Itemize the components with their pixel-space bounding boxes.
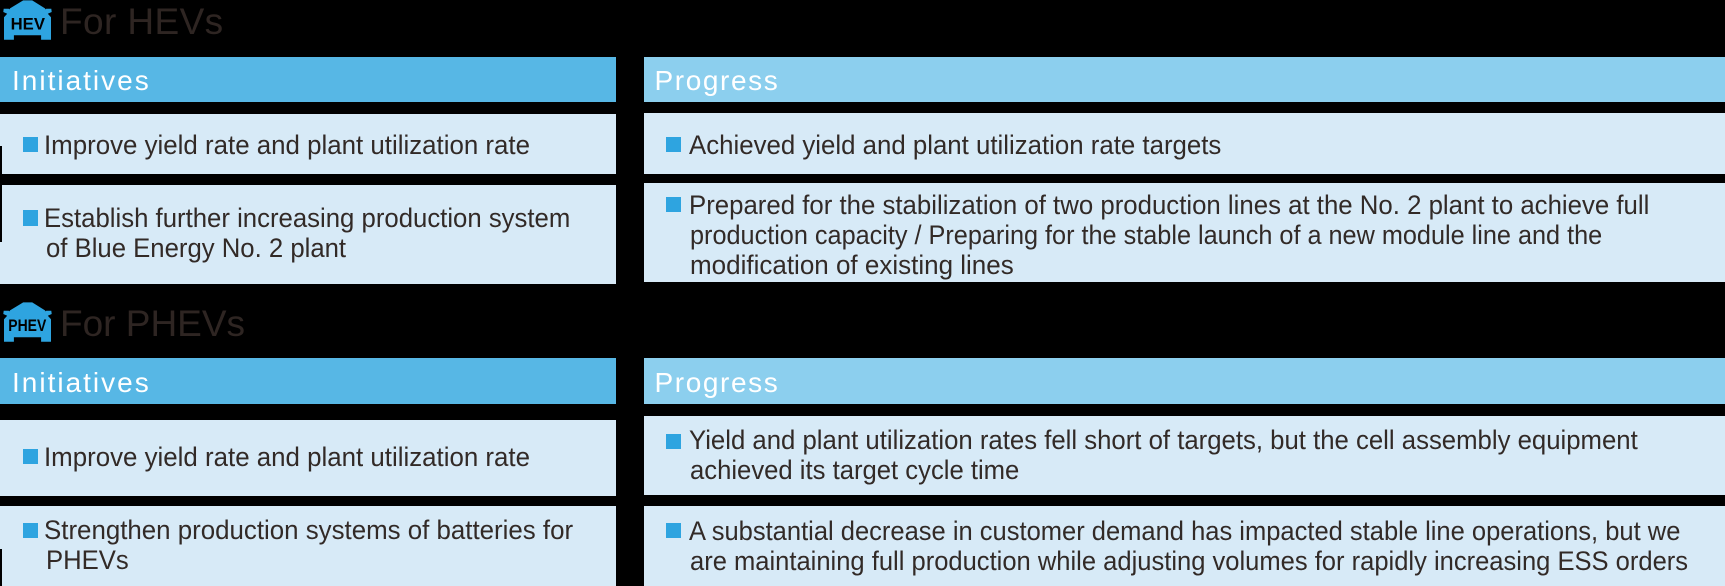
svg-text:PHEV: PHEV bbox=[8, 317, 46, 335]
svg-text:HEV: HEV bbox=[11, 15, 45, 33]
